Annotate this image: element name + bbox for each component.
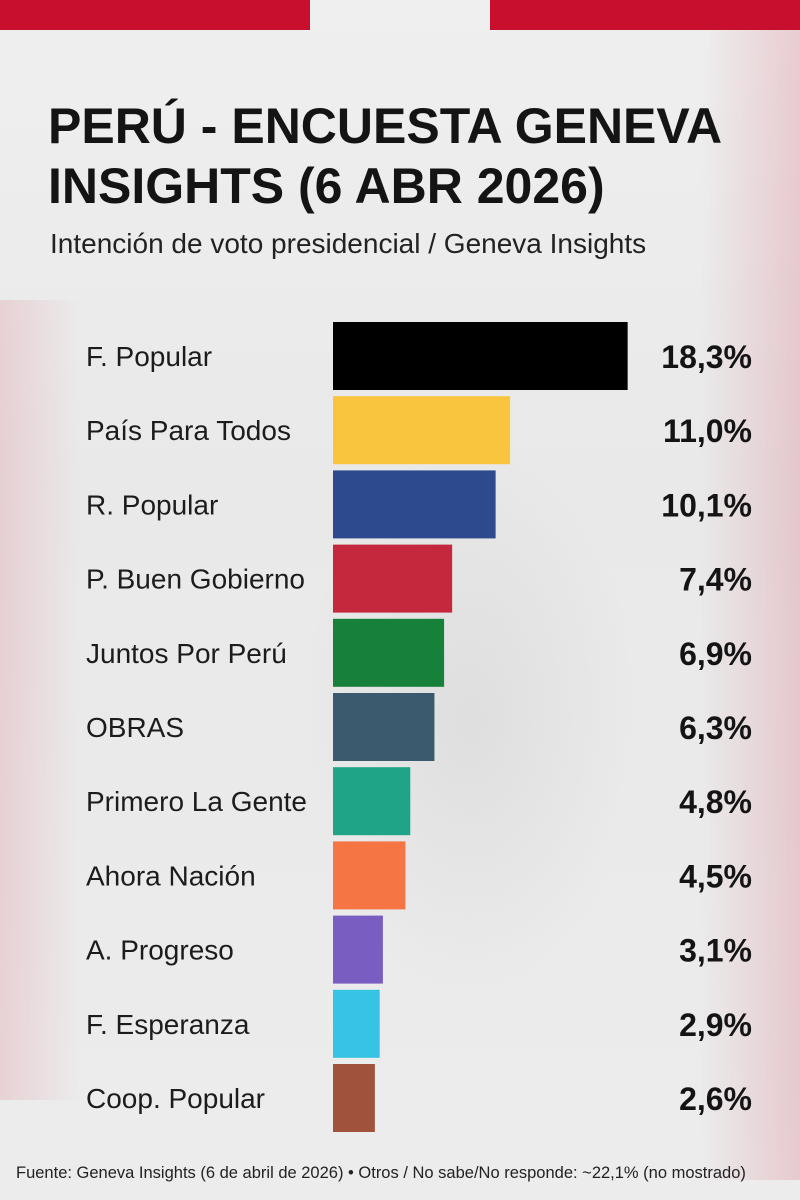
flag-band-left — [0, 0, 310, 30]
value-label: 4,5% — [679, 858, 752, 894]
value-label: 7,4% — [679, 562, 752, 598]
value-label: 2,6% — [679, 1081, 752, 1117]
value-label: 11,0% — [663, 413, 752, 449]
bar — [333, 1064, 375, 1132]
bar — [333, 989, 380, 1058]
bar — [333, 915, 383, 984]
value-label: 4,8% — [679, 784, 752, 820]
category-label: P. Buen Gobierno — [86, 564, 305, 595]
bar — [333, 618, 445, 687]
flag-background-right — [700, 20, 800, 1180]
flag-band-right — [490, 0, 800, 30]
chart-title: PERÚ - ENCUESTA GENEVA INSIGHTS (6 ABR 2… — [48, 98, 721, 214]
value-label: 3,1% — [679, 933, 752, 969]
category-label: Juntos Por Perú — [86, 638, 287, 669]
value-label: 10,1% — [661, 487, 752, 523]
value-label: 6,9% — [679, 636, 752, 672]
bar — [333, 693, 435, 761]
category-label: F. Esperanza — [86, 1009, 250, 1040]
category-label: Ahora Nación — [86, 860, 256, 891]
bar — [333, 841, 406, 910]
bar — [333, 767, 411, 836]
source-footnote: Fuente: Geneva Insights (6 de abril de 2… — [16, 1164, 746, 1182]
bar — [333, 544, 453, 613]
chart-subtitle: Intención de voto presidencial / Geneva … — [50, 228, 647, 259]
bar — [333, 322, 628, 390]
category-label: Coop. Popular — [86, 1083, 265, 1114]
category-label: País Para Todos — [86, 415, 291, 446]
value-label: 2,9% — [679, 1007, 752, 1043]
category-label: Primero La Gente — [86, 786, 307, 817]
value-label: 6,3% — [679, 710, 752, 746]
category-label: R. Popular — [86, 489, 218, 520]
category-label: OBRAS — [86, 712, 184, 743]
flag-background-left — [0, 300, 80, 1100]
category-label: A. Progreso — [86, 935, 234, 966]
value-label: 18,3% — [661, 339, 752, 375]
category-label: F. Popular — [86, 341, 212, 372]
bar — [333, 470, 496, 539]
bar — [333, 396, 511, 465]
